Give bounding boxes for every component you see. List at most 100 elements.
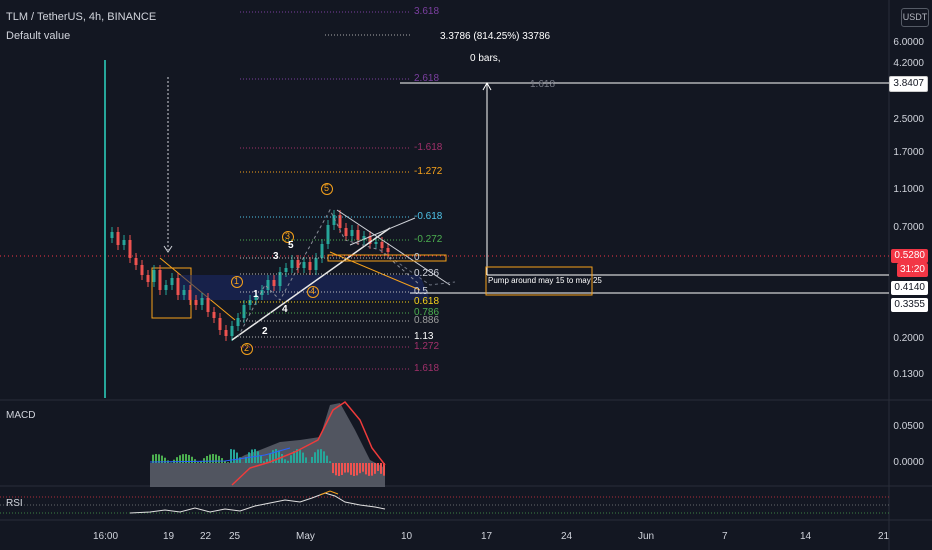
rsi-title[interactable]: RSI xyxy=(6,498,23,509)
fib-label: 0.236 xyxy=(414,268,440,279)
currency-button[interactable]: USDT xyxy=(901,8,929,27)
measure-readout: 3.3786 (814.25%) 33786 xyxy=(440,31,551,42)
macd-bar xyxy=(206,455,208,463)
macd-bar xyxy=(299,449,301,463)
fib-label: 1.618 xyxy=(530,79,556,90)
macd-bar xyxy=(362,463,364,472)
macd-bar xyxy=(161,455,163,463)
candle-body xyxy=(200,298,204,305)
candle-body xyxy=(158,270,162,290)
candle-body xyxy=(236,318,240,326)
fib-label: 1.618 xyxy=(414,363,440,374)
macd-bar xyxy=(233,449,235,463)
price-tick: 0.1300 xyxy=(893,369,924,380)
candle-body xyxy=(218,318,222,330)
macd-bar xyxy=(191,456,193,463)
price-tick: 1.1000 xyxy=(893,184,924,195)
macd-bar xyxy=(380,463,382,474)
rsi-line xyxy=(129,492,386,514)
price-tick: 6.0000 xyxy=(893,37,924,48)
macd-bar xyxy=(314,452,316,463)
annotation-box[interactable] xyxy=(485,266,593,296)
candle-body xyxy=(146,275,150,282)
macd-bar xyxy=(239,457,241,463)
macd-bar xyxy=(278,450,280,463)
wave-label: 2 xyxy=(262,326,268,337)
macd-bar xyxy=(329,461,331,463)
candle-body xyxy=(206,298,210,312)
macd-bar xyxy=(371,463,373,476)
wave-label: 4 xyxy=(282,304,288,315)
macd-bar xyxy=(179,455,181,463)
macd-bar xyxy=(215,454,217,463)
candle-body xyxy=(122,240,126,245)
macd-bar xyxy=(272,450,274,463)
macd-bar xyxy=(230,449,232,463)
macd-bar xyxy=(245,457,247,463)
price-tick: 1.7000 xyxy=(893,147,924,158)
macd-bar xyxy=(311,456,313,463)
fib-label: 0.886 xyxy=(414,315,440,326)
time-label: 16:00 xyxy=(93,531,119,542)
level-price-tag[interactable]: 0.3355 xyxy=(891,298,928,312)
wave-circles xyxy=(231,183,333,355)
macd-bar xyxy=(152,454,154,463)
candle-body xyxy=(116,232,120,245)
time-label: Jun xyxy=(638,531,655,542)
level-price-tag[interactable]: 0.4140 xyxy=(891,281,928,295)
time-label: 21 xyxy=(878,531,890,542)
candle-body xyxy=(110,232,114,238)
target-price-tag[interactable]: 3.8407 xyxy=(889,76,928,92)
rsi-pane[interactable] xyxy=(0,490,889,514)
macd-bar xyxy=(377,463,379,472)
macd-area xyxy=(150,403,385,487)
wave-label-circle: 5 xyxy=(324,183,330,193)
candle-body xyxy=(356,230,360,240)
macd-bar xyxy=(365,463,367,475)
macd-bar xyxy=(323,451,325,463)
fib-label: 1.272 xyxy=(414,341,440,352)
candle-body xyxy=(278,272,282,286)
indicator-label[interactable]: Default value xyxy=(6,30,71,42)
macd-bar xyxy=(344,463,346,473)
macd-bar xyxy=(356,463,358,476)
fib-label: 0.786 xyxy=(414,307,440,318)
last-price-tag[interactable]: 0.5280 xyxy=(891,249,928,263)
candle-body xyxy=(230,326,234,336)
candle-body xyxy=(134,258,138,265)
fib-label: -1.618 xyxy=(414,142,443,153)
candle-body xyxy=(188,290,192,300)
macd-bar xyxy=(320,449,322,463)
time-label: 14 xyxy=(800,531,812,542)
time-label: 24 xyxy=(561,531,573,542)
annotation-text[interactable]: Pump around may 15 to may 25 xyxy=(488,276,602,285)
fib-label: 0.618 xyxy=(414,296,440,307)
wave-label: 3 xyxy=(273,251,279,262)
macd-pane[interactable] xyxy=(149,401,386,487)
macd-bar xyxy=(158,454,160,463)
fib-label: 0 xyxy=(414,252,420,263)
time-label: 25 xyxy=(229,531,241,542)
candle-body xyxy=(266,280,270,290)
candle-body xyxy=(302,262,306,268)
candle-body xyxy=(128,240,132,258)
symbol-title[interactable]: TLM / TetherUS, 4h, BINANCE xyxy=(6,11,157,23)
candle-body xyxy=(182,290,186,295)
macd-tick: 0.0500 xyxy=(893,421,924,432)
macd-bar xyxy=(350,463,352,475)
candle-body xyxy=(140,265,144,275)
macd-bar xyxy=(212,454,214,463)
macd-bar xyxy=(275,449,277,463)
price-tick: 2.5000 xyxy=(893,114,924,125)
macd-title[interactable]: MACD xyxy=(6,410,36,421)
candle-body xyxy=(242,305,246,318)
macd-bar xyxy=(341,463,343,475)
macd-bar xyxy=(383,463,385,476)
candle-body xyxy=(350,230,354,236)
macd-bar xyxy=(335,463,337,476)
wave-label: 5 xyxy=(288,240,294,251)
macd-bar xyxy=(326,455,328,463)
macd-bar xyxy=(188,454,190,463)
candle-body xyxy=(152,270,156,282)
